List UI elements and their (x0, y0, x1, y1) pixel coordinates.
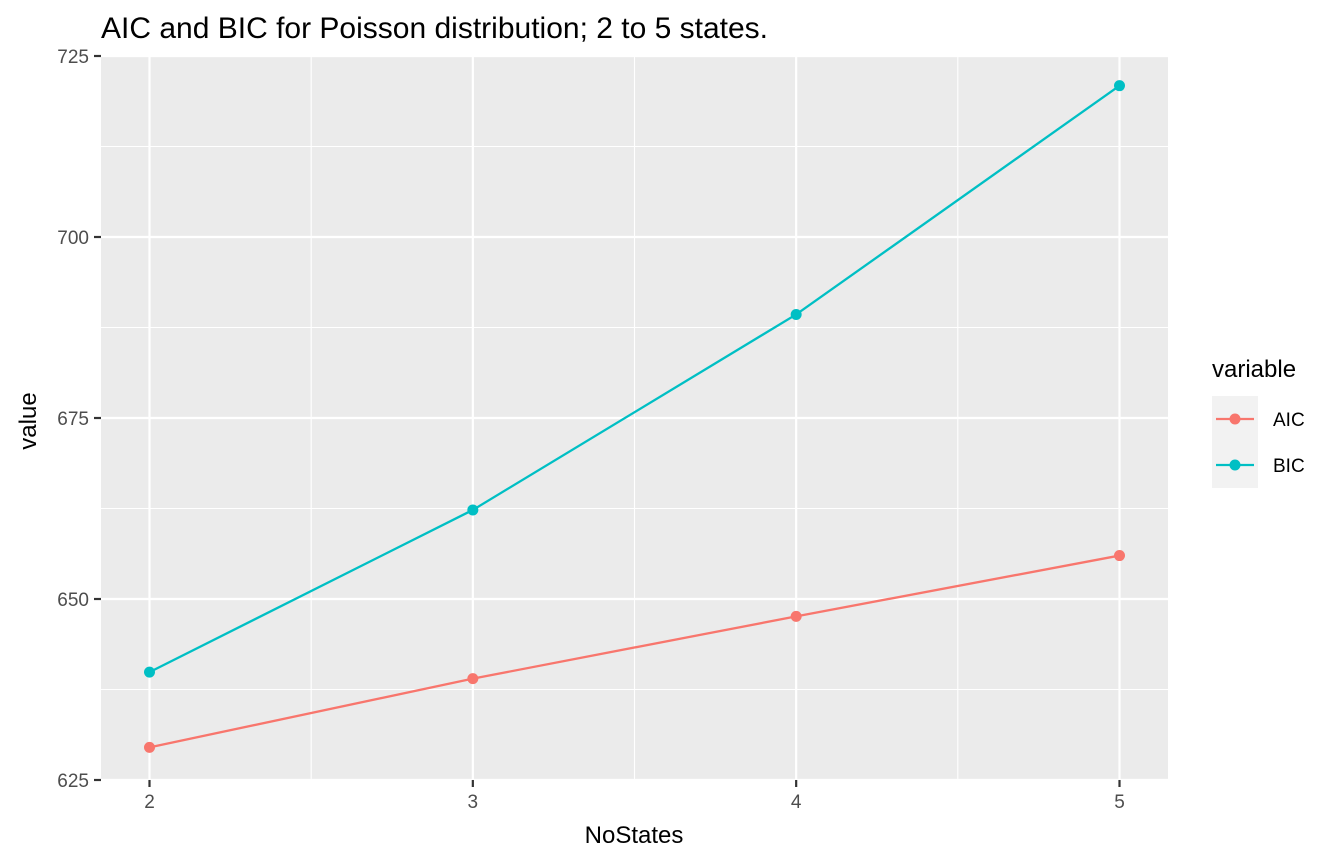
x-tick-label: 4 (791, 792, 802, 813)
legend-key-background (1212, 396, 1258, 488)
legend: variable AIC BIC (1212, 356, 1305, 488)
series-bic (144, 80, 1125, 678)
series-line-aic (149, 554, 1120, 749)
chart-title: AIC and BIC for Poisson distribution; 2 … (101, 12, 768, 45)
data-point-aic (144, 741, 155, 753)
data-point-bic (1114, 80, 1125, 92)
legend-key-point (1229, 413, 1241, 425)
y-tick-label: 650 (57, 590, 89, 611)
legend-title: variable (1212, 356, 1296, 383)
data-point-aic (790, 610, 802, 622)
legend-item-aic: AIC (1216, 410, 1305, 431)
data-point-bic (467, 504, 479, 516)
legend-key-point (1229, 459, 1241, 471)
series-line-bic (148, 84, 1121, 674)
y-axis: 625 650 675 700 725 (57, 47, 101, 792)
y-tick-label: 625 (57, 771, 89, 792)
major-gridlines (101, 54, 1168, 782)
legend-item-bic: BIC (1216, 456, 1305, 477)
series-layer (144, 80, 1125, 753)
y-axis-title: value (15, 392, 42, 449)
data-point-bic (790, 308, 802, 320)
x-axis-title: NoStates (585, 822, 684, 849)
x-tick-label: 2 (144, 792, 155, 813)
y-tick-label: 675 (57, 409, 89, 430)
y-tick-label: 700 (57, 228, 89, 249)
legend-label-aic: AIC (1273, 410, 1305, 431)
x-axis: 2 3 4 5 (144, 780, 1125, 813)
y-tick-label: 725 (57, 47, 89, 68)
data-point-aic (467, 673, 479, 685)
series-aic (144, 550, 1125, 753)
x-tick-label: 5 (1114, 792, 1125, 813)
data-point-bic (144, 666, 155, 678)
legend-label-bic: BIC (1273, 456, 1305, 477)
data-point-aic (1114, 550, 1125, 562)
x-tick-label: 3 (468, 792, 479, 813)
